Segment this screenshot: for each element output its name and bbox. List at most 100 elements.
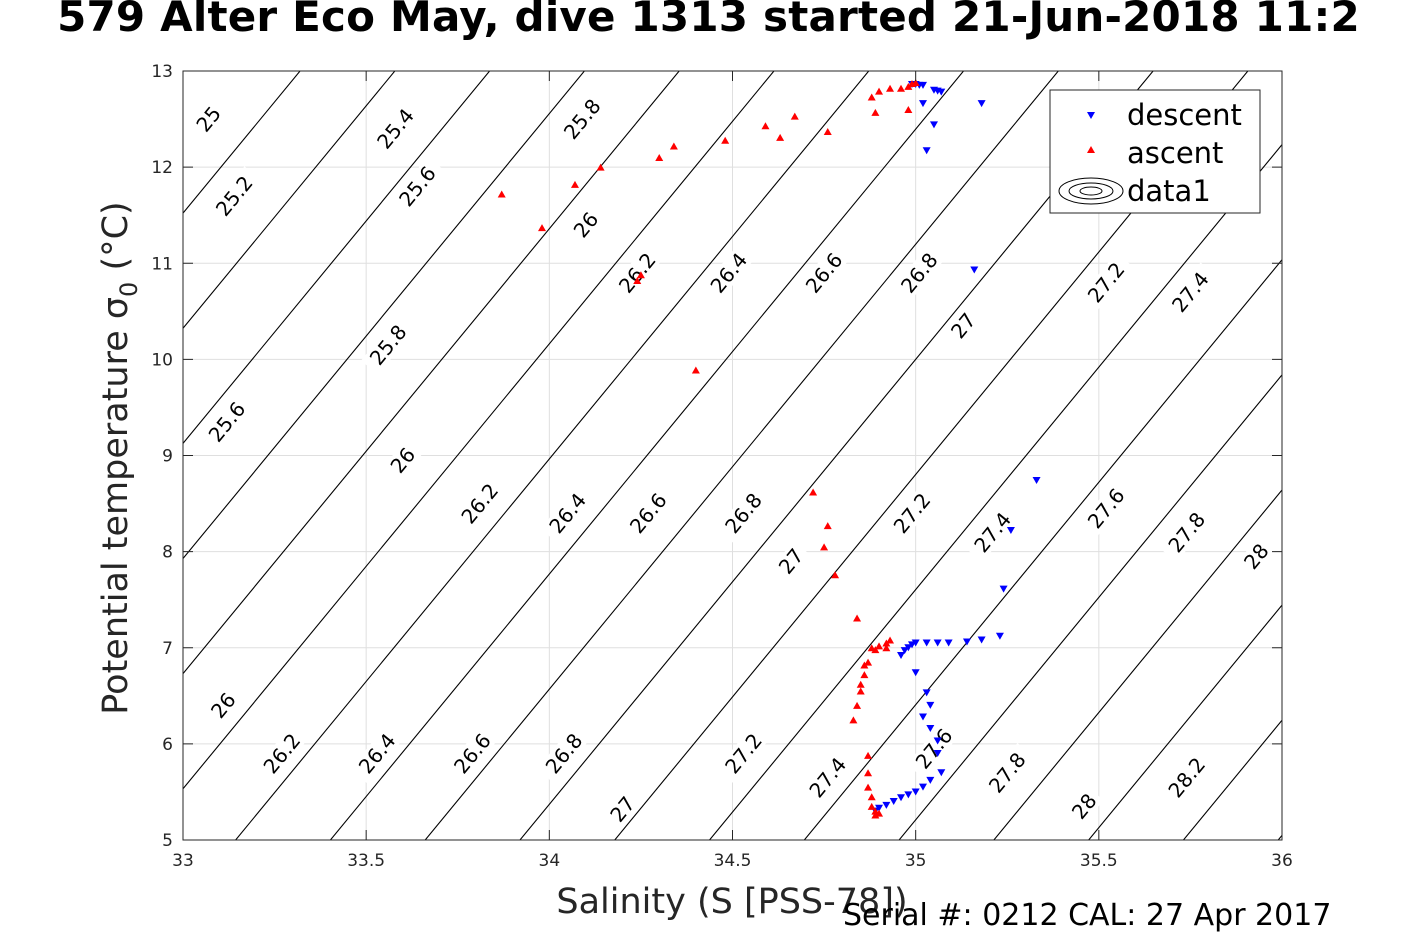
y-tick-label: 5 [162, 831, 173, 851]
isopycnal-label-bg [1078, 252, 1134, 313]
isopycnal-line [1182, 719, 1282, 840]
y-tick-label: 13 [151, 62, 173, 82]
isopycnal-line [183, 71, 775, 790]
y-axis-label: Potential temperature σ0 (°C) [96, 201, 143, 714]
isopycnal-label-bg [368, 98, 423, 159]
descent-point [897, 794, 906, 802]
descent-point [933, 737, 942, 745]
descent-point [922, 639, 931, 647]
isopycnal-line [183, 71, 586, 560]
ascent-point [864, 783, 873, 791]
legend-data1-label: data1 [1127, 174, 1211, 208]
ascent-point [596, 163, 605, 171]
isopycnal-label-bg [199, 392, 255, 452]
isopycnal-label-bg [943, 305, 983, 347]
ascent-point [860, 671, 869, 679]
x-tick-label: 35.5 [1080, 851, 1118, 871]
isopycnal-label-bg [390, 156, 445, 217]
isopycnal-label-bg [254, 723, 310, 784]
descent-point [904, 644, 913, 652]
y-axis-label-unit: (°C) [96, 201, 136, 281]
isopycnal-label-bg [566, 204, 606, 246]
ascent-point [871, 108, 880, 116]
isopycnal-label-bg [701, 243, 757, 303]
isopycnal-label-bg [207, 166, 262, 226]
y-tick-label: 10 [151, 350, 173, 370]
descent-point [937, 769, 946, 777]
isopycnal-line [1087, 604, 1282, 840]
ascent-point [875, 87, 884, 95]
descent-point [999, 585, 1008, 593]
isopycnal-label-bg [800, 747, 855, 808]
descent-point [911, 669, 920, 677]
isopycnal-line [708, 143, 1282, 840]
descent-point [918, 783, 927, 791]
isopycnal-label-bg [621, 483, 676, 543]
ascent-point [497, 190, 506, 198]
x-tick-label: 34.5 [714, 851, 752, 871]
isopycnal-line [329, 71, 965, 840]
ascent-point [864, 751, 873, 759]
ascent-point [871, 811, 880, 819]
series-descent [871, 80, 1041, 815]
descent-point [937, 88, 946, 96]
ascent-point [776, 133, 785, 141]
descent-point [977, 100, 986, 108]
ascent-point [655, 154, 664, 162]
isopycnal-line [993, 489, 1282, 840]
descent-point [875, 804, 884, 812]
isopycnal-label-bg [610, 243, 665, 303]
isopycnal-label-bg [203, 685, 243, 726]
ascent-point [867, 793, 876, 801]
isopycnal-label-bg [965, 502, 1020, 563]
descent-point [922, 689, 931, 697]
x-tick-label: 36 [1271, 851, 1293, 871]
isopycnal-label-bg [892, 243, 947, 303]
data-series [497, 79, 1041, 819]
ascent-point [897, 84, 906, 92]
legend-contour-icon [1058, 177, 1124, 205]
isopycnal-line [424, 71, 1060, 840]
descent-point [882, 801, 891, 809]
legend-descent-label: descent [1127, 98, 1242, 132]
ascent-point [721, 136, 730, 144]
ascent-point [871, 646, 880, 654]
ascent-point [849, 716, 858, 724]
descent-point [1006, 526, 1015, 534]
y-axis-label-main: Potential temperature σ [96, 297, 136, 715]
descent-point [911, 788, 920, 796]
isopycnal-label-bg [349, 723, 405, 784]
isopycnal-line [898, 374, 1282, 840]
x-tick-label: 35 [905, 851, 927, 871]
ascent-point [636, 271, 645, 279]
legend-ascent-marker [1087, 146, 1095, 153]
isopycnal-label-bg [1078, 478, 1134, 539]
descent-point [908, 641, 917, 649]
descent-point [977, 636, 986, 644]
descent-point [889, 798, 898, 806]
ascent-point [856, 680, 865, 688]
descent-point [926, 701, 935, 709]
isopycnal-label-bg [716, 483, 771, 543]
ascent-point [809, 488, 818, 496]
y-tick-label: 6 [162, 735, 173, 755]
ascent-point [904, 82, 913, 90]
descent-point [944, 639, 953, 647]
descent-point [962, 638, 971, 646]
isopycnal-label-bg [360, 315, 416, 375]
ascent-point [823, 522, 832, 530]
ascent-point [790, 112, 799, 120]
ascent-point [886, 84, 895, 92]
ascent-point [867, 93, 876, 101]
legend: descent ascent data1 [1049, 89, 1261, 214]
ascent-point [886, 636, 895, 644]
descent-point [918, 100, 927, 108]
descent-point [918, 713, 927, 721]
isopycnal-line [183, 71, 680, 675]
descent-point [926, 724, 935, 732]
isopycnal-line [183, 71, 396, 330]
x-tick-label: 33 [172, 851, 194, 871]
isopycnal-line [234, 71, 870, 840]
ascent-point [831, 571, 840, 579]
legend-box [1049, 89, 1261, 214]
